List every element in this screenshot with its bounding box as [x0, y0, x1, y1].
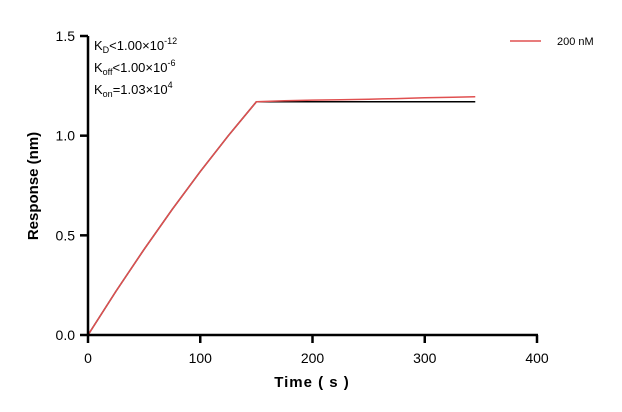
y-tick-label: 1.5 [56, 28, 76, 44]
x-tick-label: 100 [189, 350, 213, 366]
series-200nm-line [87, 96, 476, 336]
x-tick-label: 300 [413, 350, 437, 366]
kinetic-constants: KD<1.00×10-12 Koff<1.00×10-6 Kon=1.03×104 [94, 36, 177, 99]
x-tick-label: 400 [525, 350, 549, 366]
y-axis-label: Response (nm) [25, 132, 42, 240]
x-tick-label: 0 [84, 350, 92, 366]
constant-kon: Kon=1.03×104 [94, 80, 173, 99]
x-tick-label: 200 [301, 350, 325, 366]
constant-kd: KD<1.00×10-12 [94, 36, 177, 55]
constant-koff: Koff<1.00×10-6 [94, 58, 175, 77]
fit-curve [87, 101, 476, 336]
y-tick-label: 1.0 [56, 128, 76, 144]
x-axis-label: Time ( s ) [274, 374, 350, 391]
y-tick-label: 0.0 [56, 327, 76, 343]
legend-label: 200 nM [557, 36, 594, 48]
y-tick-label: 0.5 [56, 227, 76, 243]
